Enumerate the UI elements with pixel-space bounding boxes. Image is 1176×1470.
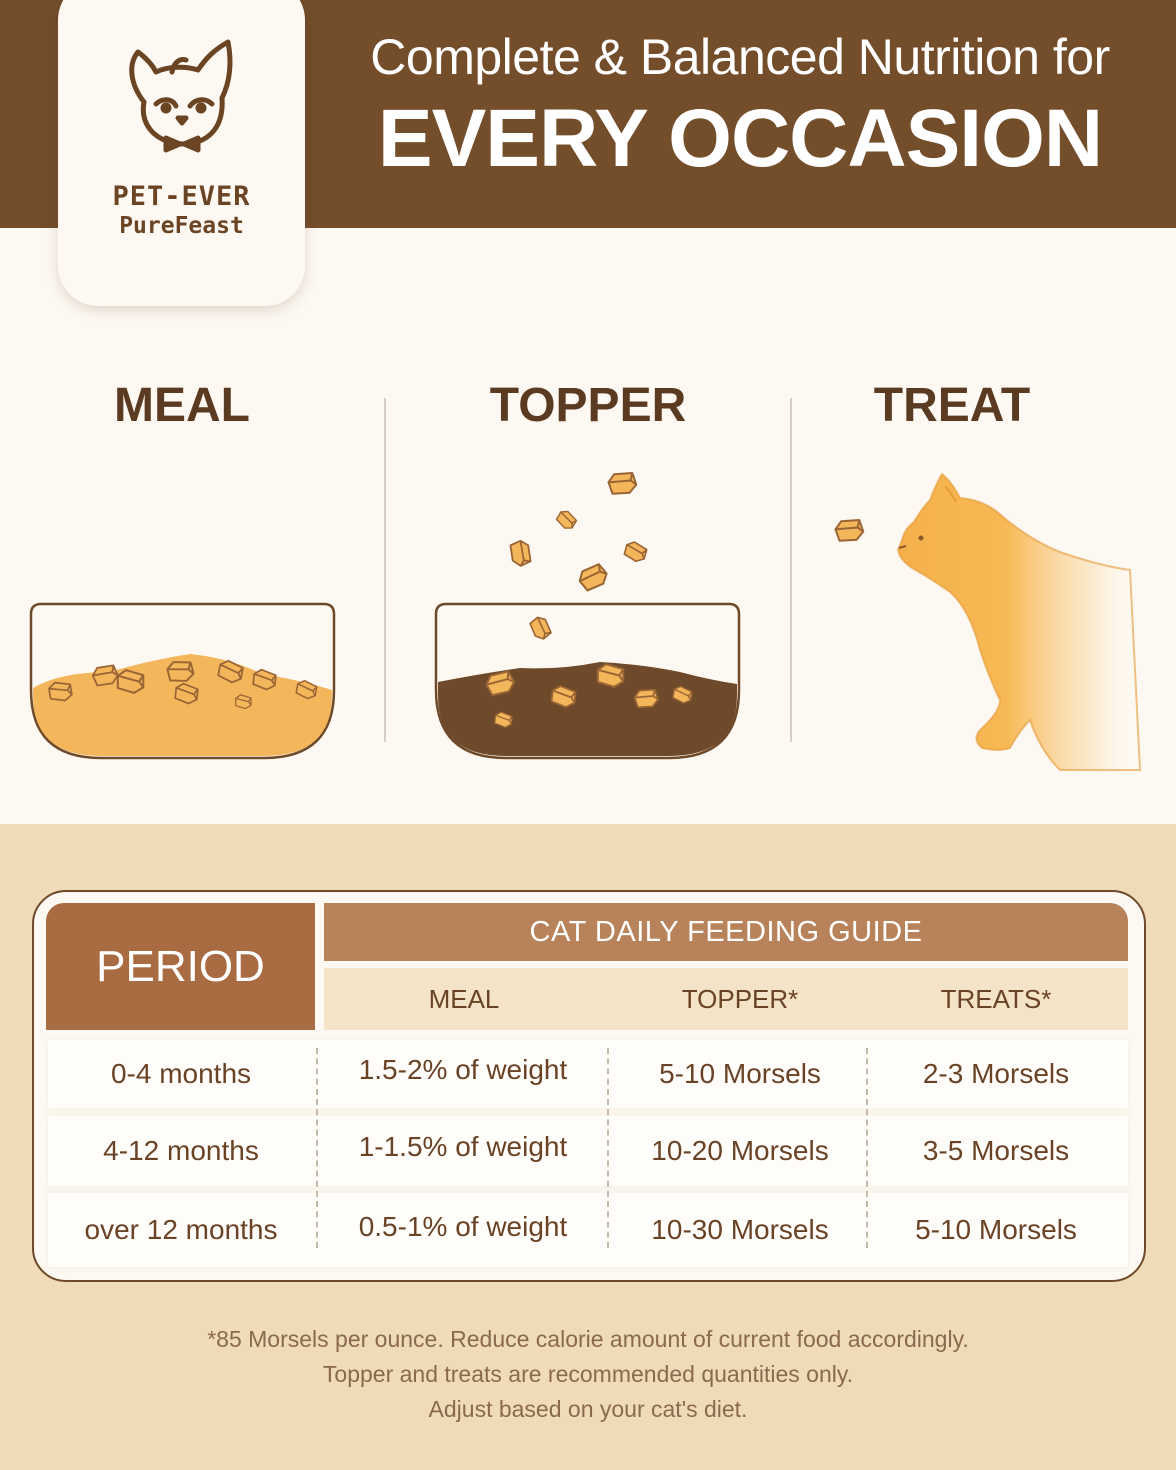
table-row — [48, 1193, 1128, 1267]
footnote-line-1: *85 Morsels per ounce. Reduce calorie am… — [207, 1326, 969, 1352]
topper-title: TOPPER — [489, 379, 687, 432]
meal-cell: 1-1.5% of weight — [358, 1131, 568, 1162]
period-cell: 4-12 months — [103, 1135, 259, 1166]
topper-cell: 5-10 Morsels — [659, 1058, 821, 1089]
period-header: PERIOD — [46, 903, 315, 1030]
column-separator — [316, 1048, 318, 1248]
topper-bowl-icon — [434, 469, 741, 760]
treats-cell: 2-3 Morsels — [922, 1058, 1070, 1089]
cat-logo-icon — [129, 39, 233, 153]
table-row — [48, 1116, 1128, 1186]
column-divider — [384, 398, 386, 742]
treats-cell: 5-10 Morsels — [915, 1214, 1077, 1245]
meal-title: MEAL — [114, 379, 250, 432]
treats-column-header: TREATS* — [940, 983, 1052, 1014]
period-cell: 0-4 months — [110, 1058, 252, 1089]
cat-with-treat-icon — [833, 472, 1142, 771]
column-divider — [790, 398, 792, 742]
footnote-line-3: Adjust based on your cat's diet. — [428, 1396, 748, 1422]
brand-logo-card: PET-EVER PureFeast — [58, 0, 305, 306]
meal-cell: 1.5-2% of weight — [358, 1054, 568, 1085]
headline-line-1: Complete & Balanced Nutrition for — [370, 29, 1110, 85]
column-separator — [607, 1048, 609, 1248]
treat-title: TREAT — [873, 379, 1031, 432]
sub-header-bar — [324, 968, 1128, 1030]
meal-bowl-icon — [29, 602, 336, 760]
brand-subtitle: PureFeast — [119, 213, 244, 239]
footnote-line-2: Topper and treats are recommended quanti… — [322, 1361, 854, 1387]
topper-column-header: TOPPER* — [681, 983, 799, 1014]
meal-cell: 0.5-1% of weight — [358, 1211, 568, 1242]
guide-header: CAT DAILY FEEDING GUIDE — [324, 903, 1128, 961]
feeding-illustrations — [29, 469, 1142, 771]
headline-line-2: EVERY OCCASION — [377, 93, 1103, 184]
topper-cell: 10-20 Morsels — [651, 1135, 829, 1166]
brand-name: PET-EVER — [112, 181, 251, 212]
treats-cell: 3-5 Morsels — [922, 1135, 1070, 1166]
column-separator — [866, 1048, 868, 1248]
meal-column-header: MEAL — [428, 983, 500, 1014]
topper-cell: 10-30 Morsels — [651, 1214, 829, 1245]
table-row — [48, 1040, 1128, 1108]
period-cell: over 12 months — [84, 1214, 278, 1245]
